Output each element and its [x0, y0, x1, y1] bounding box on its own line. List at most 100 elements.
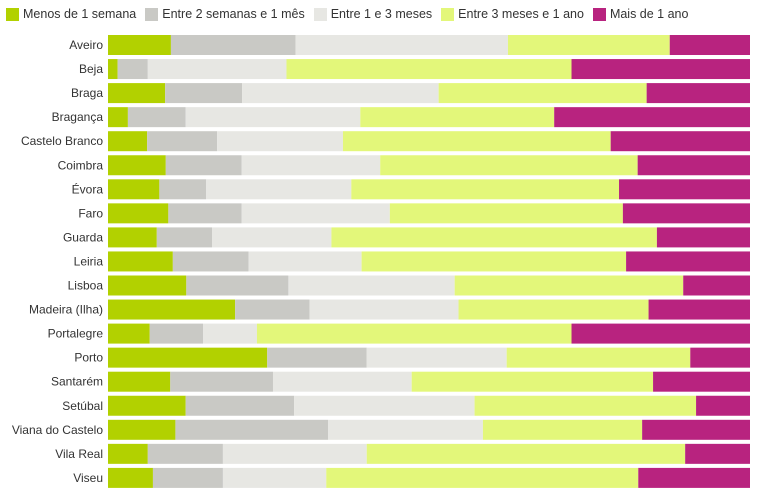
- bar-segment[interactable]: [656, 227, 750, 248]
- bar-segment[interactable]: [186, 275, 289, 296]
- bar-segment[interactable]: [159, 179, 207, 200]
- bar-segment[interactable]: [326, 467, 639, 488]
- bar-segment[interactable]: [696, 395, 750, 416]
- bar-segment[interactable]: [619, 179, 750, 200]
- bar-segment[interactable]: [108, 35, 171, 55]
- bar-segment[interactable]: [610, 131, 750, 152]
- bar-segment[interactable]: [108, 131, 148, 152]
- bar-segment[interactable]: [351, 179, 620, 200]
- bar-segment[interactable]: [152, 467, 223, 488]
- bar-segment[interactable]: [571, 59, 750, 80]
- bar-segment[interactable]: [212, 227, 332, 248]
- bar-segment[interactable]: [646, 83, 750, 104]
- bar-segment[interactable]: [108, 59, 118, 80]
- bar-segment[interactable]: [288, 275, 455, 296]
- bar-segment[interactable]: [256, 323, 572, 344]
- bar-segment[interactable]: [554, 107, 750, 128]
- bar-segment[interactable]: [185, 395, 295, 416]
- bar-segment[interactable]: [241, 203, 390, 224]
- bar-segment[interactable]: [267, 347, 367, 368]
- bar-segment[interactable]: [185, 107, 361, 128]
- bar-segment[interactable]: [690, 347, 750, 368]
- bar-segment[interactable]: [108, 395, 186, 416]
- bar-segment[interactable]: [235, 299, 310, 320]
- bar-segment[interactable]: [172, 251, 249, 272]
- bar-segment[interactable]: [438, 83, 647, 104]
- bar-segment[interactable]: [331, 227, 657, 248]
- bar-segment[interactable]: [389, 203, 623, 224]
- legend-item-3[interactable]: Entre 3 meses e 1 ano: [441, 7, 584, 21]
- legend-item-1[interactable]: Entre 2 semanas e 1 mês: [145, 7, 305, 21]
- bar-segment[interactable]: [206, 179, 352, 200]
- bar-segment[interactable]: [685, 443, 750, 464]
- bar-segment[interactable]: [147, 131, 218, 152]
- bar-segment[interactable]: [366, 347, 507, 368]
- bar-segment[interactable]: [168, 203, 242, 224]
- bar-segment[interactable]: [507, 35, 670, 55]
- bar-segment[interactable]: [117, 59, 148, 80]
- bar-segment[interactable]: [147, 443, 223, 464]
- bar-segment[interactable]: [108, 155, 166, 176]
- bar-segment[interactable]: [203, 323, 257, 344]
- bar-segment[interactable]: [683, 275, 750, 296]
- legend-item-0[interactable]: Menos de 1 semana: [6, 7, 136, 21]
- legend-item-2[interactable]: Entre 1 e 3 meses: [313, 7, 432, 21]
- bar-segment[interactable]: [474, 395, 697, 416]
- bar-segment[interactable]: [175, 419, 329, 440]
- bar-segment[interactable]: [638, 467, 750, 488]
- bar-segment[interactable]: [108, 107, 128, 128]
- bar-segment[interactable]: [147, 59, 287, 80]
- bar-segment[interactable]: [342, 131, 611, 152]
- bar-segment[interactable]: [217, 131, 343, 152]
- bar-segment[interactable]: [411, 371, 654, 392]
- bar-segment[interactable]: [170, 371, 273, 392]
- bar-segment[interactable]: [571, 323, 750, 344]
- bar-segment[interactable]: [108, 371, 171, 392]
- bar-segment[interactable]: [108, 83, 166, 104]
- bar-segment[interactable]: [241, 155, 381, 176]
- bar-segment[interactable]: [149, 323, 204, 344]
- bar-segment[interactable]: [669, 35, 750, 55]
- bar-segment[interactable]: [380, 155, 638, 176]
- bar-segment[interactable]: [108, 467, 153, 488]
- bar-segment[interactable]: [309, 299, 459, 320]
- bar-segment[interactable]: [108, 347, 268, 368]
- bar-segment[interactable]: [506, 347, 691, 368]
- bar-segment[interactable]: [626, 251, 750, 272]
- bar-segment[interactable]: [642, 419, 750, 440]
- bar-segment[interactable]: [242, 83, 439, 104]
- bar-segment[interactable]: [108, 251, 173, 272]
- bar-segment[interactable]: [108, 323, 150, 344]
- bar-segment[interactable]: [295, 35, 508, 55]
- bar-segment[interactable]: [108, 419, 176, 440]
- bar-segment[interactable]: [108, 179, 160, 200]
- bar-segment[interactable]: [622, 203, 750, 224]
- bar-segment[interactable]: [294, 395, 475, 416]
- bar-segment[interactable]: [108, 443, 148, 464]
- bar-segment[interactable]: [108, 227, 157, 248]
- bar-segment[interactable]: [366, 443, 686, 464]
- bar-segment[interactable]: [648, 299, 750, 320]
- bar-segment[interactable]: [637, 155, 750, 176]
- bar-segment[interactable]: [108, 275, 187, 296]
- legend-item-4[interactable]: Mais de 1 ano: [592, 7, 688, 21]
- bar-segment[interactable]: [165, 155, 242, 176]
- bar-segment[interactable]: [361, 251, 627, 272]
- bar-segment[interactable]: [170, 35, 296, 55]
- bar-segment[interactable]: [454, 275, 684, 296]
- bar-segment[interactable]: [222, 443, 367, 464]
- bar-segment[interactable]: [458, 299, 649, 320]
- bar-segment[interactable]: [108, 203, 169, 224]
- bar-segment[interactable]: [108, 299, 236, 320]
- bar-segment[interactable]: [272, 371, 412, 392]
- bar-segment[interactable]: [165, 83, 243, 104]
- bar-segment[interactable]: [222, 467, 327, 488]
- bar-segment[interactable]: [248, 251, 362, 272]
- bar-segment[interactable]: [286, 59, 572, 80]
- bar-segment[interactable]: [127, 107, 186, 128]
- bar-segment[interactable]: [360, 107, 555, 128]
- bar-segment[interactable]: [482, 419, 643, 440]
- bar-segment[interactable]: [653, 371, 750, 392]
- bar-segment[interactable]: [328, 419, 483, 440]
- bar-segment[interactable]: [156, 227, 212, 248]
